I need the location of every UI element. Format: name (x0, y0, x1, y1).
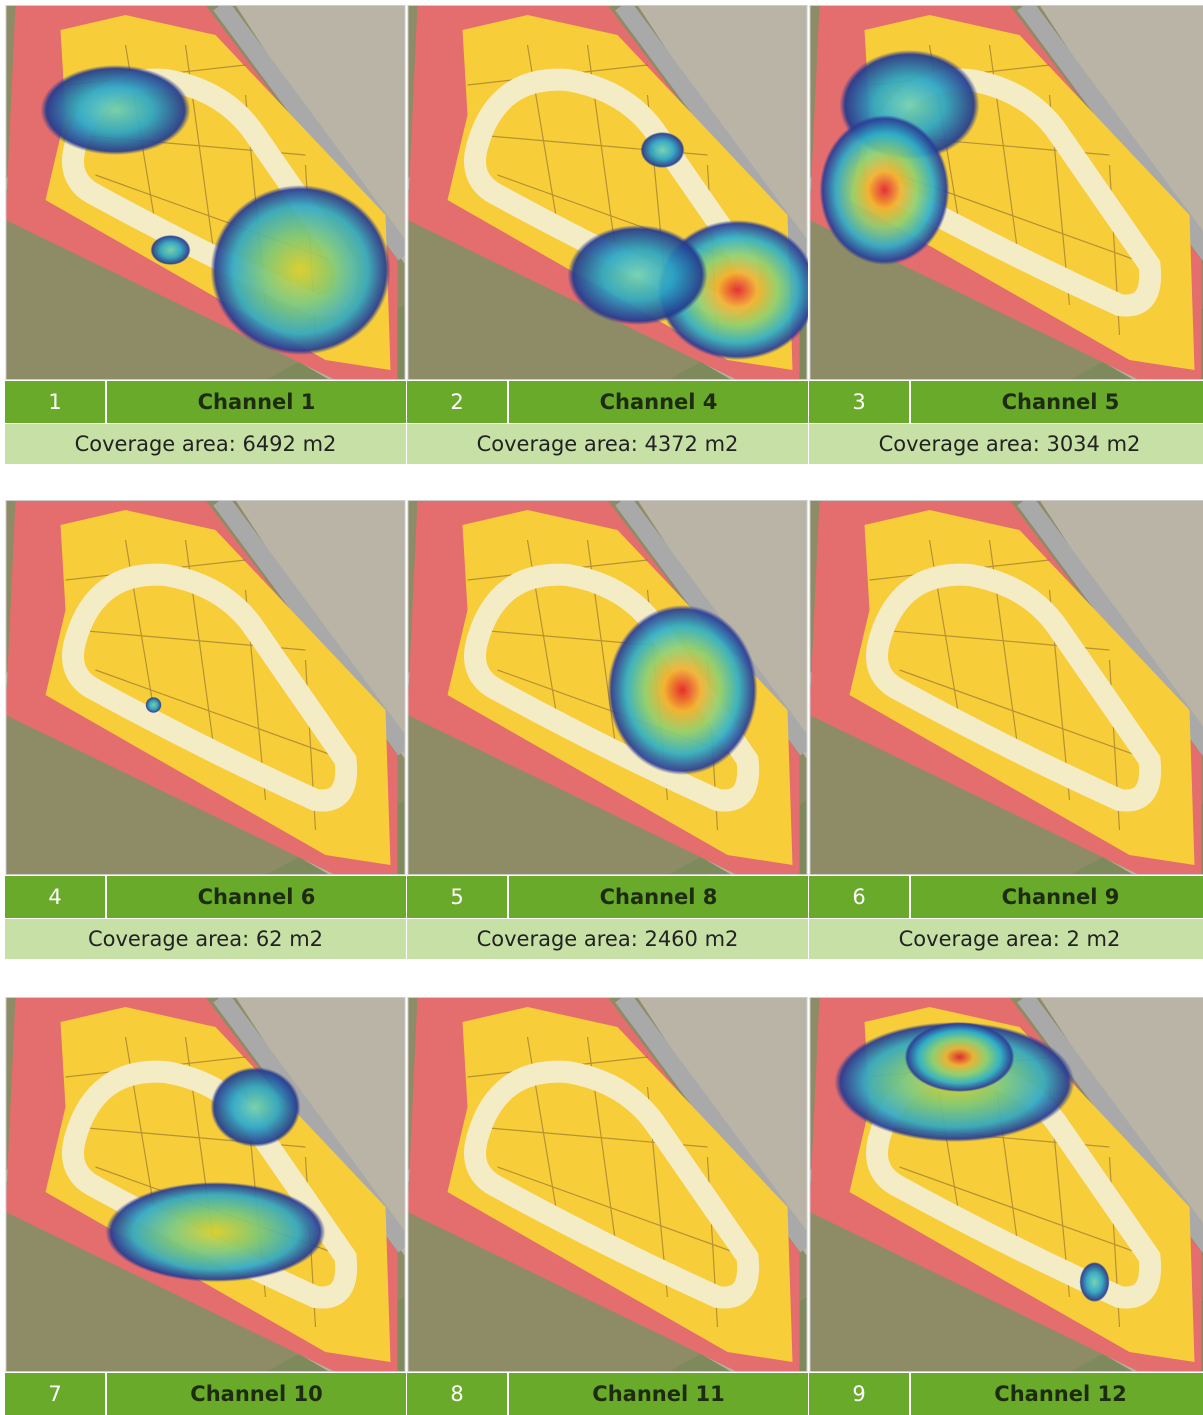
coverage-map (5, 997, 406, 1372)
heatmap (151, 235, 191, 265)
coverage-area: Coverage area: 4372 m2 (407, 423, 808, 464)
channel-name: Channel 5 (911, 381, 1203, 423)
panel-number: 3 (809, 381, 911, 423)
coverage-map (5, 5, 406, 380)
coverage-area: Coverage area: 2 m2 (809, 918, 1203, 959)
panel-number: 1 (5, 381, 107, 423)
panel-number: 5 (407, 876, 509, 918)
channel-name: Channel 4 (509, 381, 808, 423)
coverage-area: Coverage area: 6492 m2 (5, 423, 406, 464)
heatmap (211, 1067, 301, 1147)
channel-name: Channel 9 (911, 876, 1203, 918)
heatmap (146, 697, 162, 713)
coverage-map (809, 5, 1203, 380)
panel-number: 6 (809, 876, 911, 918)
heatmap (211, 185, 391, 355)
heatmap (106, 1182, 326, 1282)
coverage-area: Coverage area: 3034 m2 (809, 423, 1203, 464)
floor-plan (408, 997, 808, 1372)
coverage-map (809, 500, 1203, 875)
panel-number: 4 (5, 876, 107, 918)
coverage-map (809, 997, 1203, 1372)
heatmap (568, 225, 708, 325)
floor-plan (810, 500, 1203, 875)
coverage-area: Coverage area: 2460 m2 (407, 918, 808, 959)
channel-name: Channel 8 (509, 876, 808, 918)
channel-name: Channel 6 (107, 876, 406, 918)
heatmap (41, 65, 191, 155)
coverage-map (407, 500, 808, 875)
heatmap (905, 1022, 1015, 1092)
coverage-area: Coverage area: 62 m2 (5, 918, 406, 959)
channel-name: Channel 1 (107, 381, 406, 423)
coverage-map (407, 5, 808, 380)
coverage-map (5, 500, 406, 875)
heatmap (641, 132, 685, 168)
coverage-map (407, 997, 808, 1372)
floor-plan (6, 500, 406, 875)
heatmap (608, 605, 758, 775)
panel-number: 2 (407, 381, 509, 423)
heatmap (820, 115, 950, 265)
heatmap (1080, 1262, 1110, 1302)
